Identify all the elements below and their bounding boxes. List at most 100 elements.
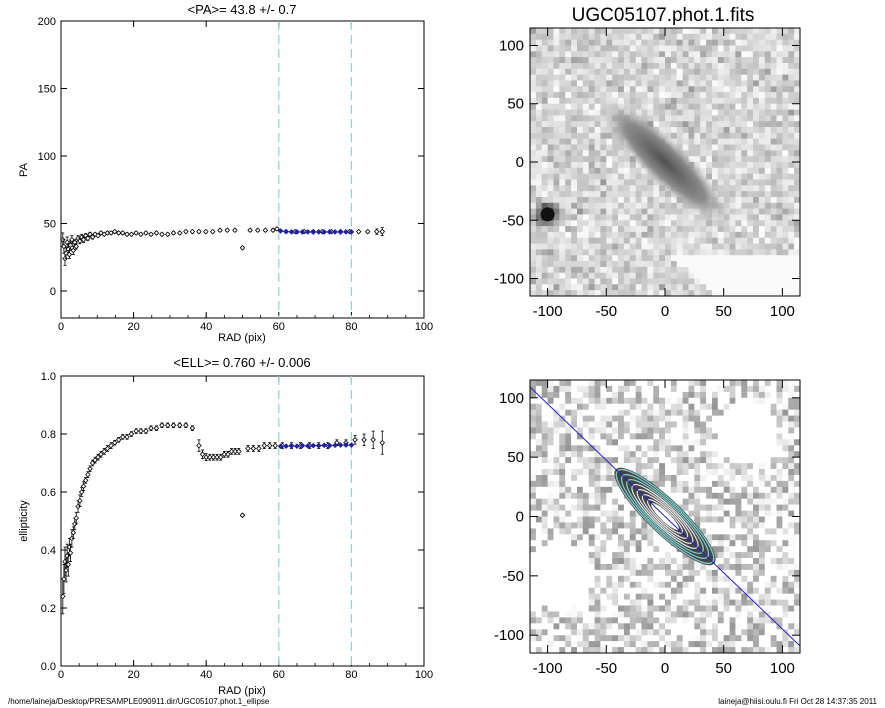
y-tick-label: 100 (499, 37, 524, 54)
y-tick-label: 150 (38, 84, 56, 96)
x-tick-label: 50 (715, 303, 732, 320)
data-point (355, 228, 362, 235)
x-tick-label: -100 (533, 660, 563, 677)
data-point (176, 230, 183, 236)
fit-point (321, 442, 327, 449)
data-point (183, 228, 189, 235)
galaxy-body (599, 98, 731, 226)
fit-point (299, 442, 306, 449)
y-tick-label: 50 (507, 449, 524, 466)
pa-profile-panel: <PA>= 43.8 +/- 0.7 0 20 40 60 80 100 0 50 100 150… (18, 2, 433, 344)
data-point (67, 550, 74, 556)
fit-point (332, 229, 338, 235)
data-point (95, 454, 101, 460)
fit-point (332, 442, 338, 449)
data-point (228, 448, 235, 455)
image-panel-title: UGC05107.phot.1.fits (572, 5, 755, 26)
y-tick-label: 50 (44, 219, 56, 231)
fit-point (343, 229, 349, 235)
fit-point (305, 443, 311, 449)
y-tick-label: 0.8 (41, 429, 56, 441)
data-point (164, 422, 171, 429)
data-point (124, 434, 130, 440)
data-point (133, 230, 139, 236)
y-tick-label: 1.0 (41, 371, 56, 383)
fit-point (283, 228, 289, 235)
isophote-image-panel: -100 -50 0 50 100 -100 -50 0 50 100 (494, 379, 801, 677)
x-tick-label: 100 (770, 660, 795, 677)
x-tick-label: 0 (661, 303, 669, 320)
data-point (73, 243, 80, 250)
data-point (203, 228, 209, 235)
data-point (128, 231, 135, 238)
y-tick-label: 100 (38, 151, 56, 163)
y-tick-label: 0.2 (41, 603, 56, 615)
y-tick-label: 0 (516, 154, 524, 171)
pa-y-axis-label: PA (18, 162, 30, 177)
data-point (217, 454, 224, 460)
data-point (239, 245, 246, 251)
data-point (70, 247, 77, 254)
fit-point (348, 229, 355, 235)
data-point (221, 451, 228, 458)
data-point (266, 442, 273, 449)
data-point (148, 425, 154, 431)
ell-plot-frame (60, 375, 425, 667)
data-point (199, 451, 206, 458)
data-point (164, 231, 171, 238)
x-tick-label: 60 (273, 669, 285, 681)
fit-point (310, 442, 317, 449)
data-point (214, 454, 220, 460)
fit-point (321, 229, 327, 235)
data-point (95, 232, 101, 239)
fit-point (294, 229, 300, 235)
ell-x-axis-label: RAD (pix) (218, 685, 266, 697)
data-point (61, 576, 67, 582)
data-point (236, 448, 242, 455)
fit-point (299, 229, 306, 235)
y-tick-label: 0.0 (41, 661, 56, 673)
data-point (111, 439, 118, 446)
y-tick-label: 50 (507, 96, 524, 113)
data-point (65, 561, 72, 568)
y-tick-label: -100 (494, 271, 524, 288)
fit-point (294, 443, 300, 450)
data-point (63, 567, 69, 574)
data-point (60, 593, 66, 600)
x-tick-label: 0 (58, 321, 64, 333)
data-point (101, 448, 107, 455)
data-point (210, 454, 217, 460)
x-tick-label: 40 (200, 669, 212, 681)
fit-point (337, 442, 344, 448)
x-tick-label: 50 (715, 660, 732, 677)
pa-x-axis-label: RAD (pix) (218, 332, 266, 344)
ell-panel-title: <ELL>= 0.760 +/- 0.006 (173, 355, 310, 370)
data-point (225, 451, 231, 458)
x-tick-label: 60 (273, 321, 285, 333)
fit-point (277, 443, 284, 450)
y-tick-label: 0 (50, 286, 56, 298)
data-point (196, 442, 202, 449)
data-point (183, 422, 189, 429)
data-point (64, 239, 70, 246)
data-point (124, 231, 130, 238)
data-point (224, 227, 231, 234)
data-point (133, 428, 139, 434)
data-point (159, 231, 165, 238)
data-point (119, 434, 126, 440)
data-point (250, 445, 257, 452)
data-point (217, 227, 223, 234)
x-tick-label: 80 (345, 669, 357, 681)
data-point (256, 445, 262, 452)
x-tick-label: 100 (415, 321, 433, 333)
x-tick-label: 20 (127, 321, 139, 333)
data-point (63, 250, 69, 256)
pa-plot-frame (60, 20, 425, 319)
data-point (77, 497, 83, 504)
data-point (143, 230, 149, 236)
x-tick-label: -50 (595, 303, 617, 320)
x-tick-label: 100 (415, 669, 433, 681)
x-tick-label: 40 (200, 321, 212, 333)
data-point (98, 230, 104, 236)
data-point (361, 437, 367, 443)
